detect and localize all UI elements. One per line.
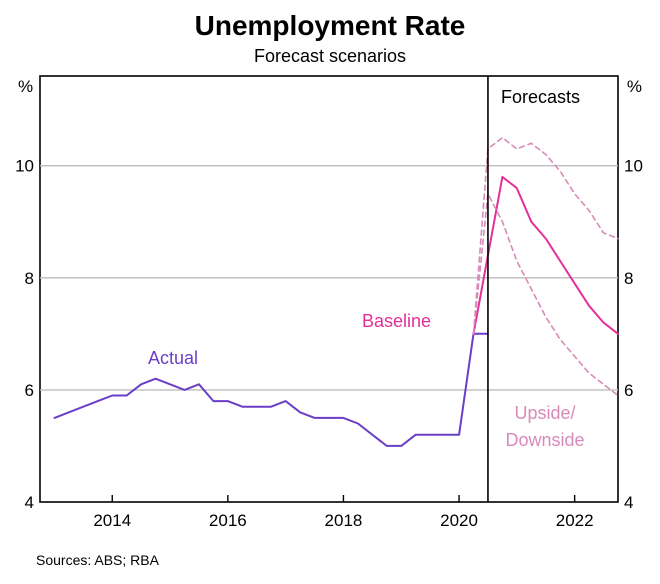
series-label-actual: Actual (148, 348, 198, 368)
chart-subtitle: Forecast scenarios (253, 46, 407, 66)
series-label-upside-downside-line1: Upside/ (514, 403, 575, 423)
chart-title: Unemployment Rate (194, 10, 466, 41)
series-label-upside-downside-line2: Downside (505, 430, 584, 450)
y-axis-label-right: % (627, 77, 642, 96)
series-line-upside (472, 136, 619, 335)
y-tick-label-right: 10 (624, 157, 643, 176)
y-tick-label-left: 6 (25, 381, 34, 400)
y-axis-label-left: % (18, 77, 33, 96)
source-note: Sources: ABS; RBA (36, 552, 159, 568)
y-tick-label-right: 4 (624, 493, 633, 512)
series-label-baseline: Baseline (362, 311, 431, 331)
y-tick-label-left: 8 (25, 269, 34, 288)
plot-frame (39, 75, 619, 503)
series-line-baseline (472, 175, 619, 335)
y-tick-label-left: 4 (25, 493, 34, 512)
x-tick-label: 2014 (93, 511, 131, 530)
y-tick-label-right: 8 (624, 269, 633, 288)
y-tick-label-right: 6 (624, 381, 633, 400)
forecast-label: Forecasts (501, 87, 580, 107)
series-line-actual (53, 332, 489, 447)
y-tick-label-left: 10 (15, 157, 34, 176)
x-tick-label: 2016 (209, 511, 247, 530)
x-tick-label: 2022 (556, 511, 594, 530)
x-tick-label: 2018 (325, 511, 363, 530)
series-line-downside (472, 192, 619, 397)
x-tick-label: 2020 (440, 511, 478, 530)
